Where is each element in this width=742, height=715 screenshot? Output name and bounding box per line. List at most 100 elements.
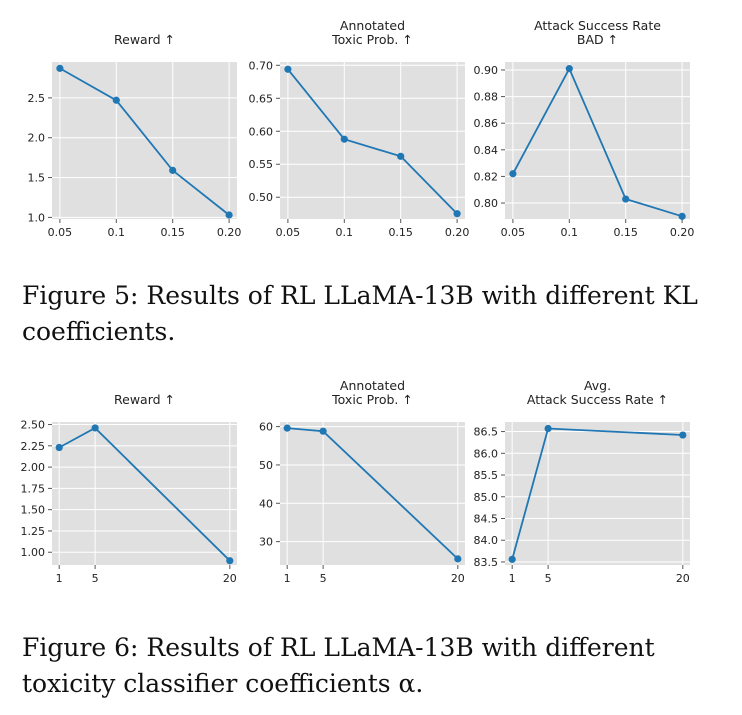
plot-area bbox=[52, 422, 237, 565]
x-tick-label: 5 bbox=[320, 572, 327, 585]
series-line bbox=[512, 66, 683, 218]
data-point bbox=[225, 211, 233, 219]
y-tick-label: 85.5 bbox=[474, 469, 499, 482]
figure-6-charts: 1 5 20 1.00 1.25 1.50 1.75 2.00 2.25 2.50 Reward ↑… bbox=[21, 380, 690, 585]
y-tick-label: 0.88 bbox=[474, 91, 499, 104]
caption-line: Figure 5: Results of RL LLaMA-13B with d… bbox=[22, 281, 698, 310]
y-tick-label: 50 bbox=[259, 459, 273, 472]
x-tick-label: 0.15 bbox=[388, 226, 413, 239]
data-point bbox=[565, 65, 573, 73]
y-tick-label: 0.70 bbox=[249, 59, 274, 72]
y-tick-label: 0.65 bbox=[249, 92, 274, 105]
plot-area bbox=[280, 62, 465, 219]
chart-panel: 1 5 20 1.00 1.25 1.50 1.75 2.00 2.25 2.50 Reward ↑ bbox=[21, 392, 237, 585]
y-tick-label: 86.0 bbox=[474, 447, 499, 460]
data-point bbox=[454, 555, 462, 563]
x-tick-label: 0.15 bbox=[613, 226, 638, 239]
x-tick-label: 0.1 bbox=[336, 226, 354, 239]
x-tick-label: 0.20 bbox=[445, 226, 470, 239]
data-point bbox=[453, 210, 461, 218]
y-tick-label: 0.50 bbox=[249, 191, 274, 204]
x-tick-label: 0.05 bbox=[501, 226, 526, 239]
caption-line: coefficients. bbox=[22, 317, 176, 346]
x-tick-label: 0.1 bbox=[561, 226, 579, 239]
x-tick-label: 1 bbox=[509, 572, 516, 585]
data-point bbox=[678, 212, 686, 220]
plot-area bbox=[280, 422, 465, 565]
data-point bbox=[91, 424, 99, 432]
data-point bbox=[340, 135, 348, 143]
y-tick-label: 0.82 bbox=[474, 170, 499, 183]
y-tick-label: 2.25 bbox=[21, 440, 46, 453]
data-point bbox=[226, 557, 234, 565]
y-tick-label: 84.5 bbox=[474, 512, 499, 525]
y-tick-label: 30 bbox=[259, 536, 273, 549]
x-tick-label: 0.1 bbox=[108, 226, 126, 239]
y-tick-label: 1.75 bbox=[21, 482, 46, 495]
y-tick-label: 0.90 bbox=[474, 64, 499, 77]
chart-title: Avg. bbox=[584, 380, 611, 393]
data-point bbox=[509, 170, 517, 178]
y-tick-label: 0.86 bbox=[474, 117, 499, 130]
series-line bbox=[287, 68, 458, 215]
y-tick-label: 60 bbox=[259, 421, 273, 434]
y-tick-label: 40 bbox=[259, 497, 273, 510]
x-tick-label: 0.20 bbox=[670, 226, 695, 239]
data-point bbox=[508, 555, 516, 563]
x-tick-label: 0.20 bbox=[217, 226, 242, 239]
chart-panel: 0.05 0.1 0.15 0.20 0.80 0.82 0.84 0.86 0.88 0.90 A… bbox=[474, 18, 695, 239]
x-tick-label: 1 bbox=[284, 572, 291, 585]
data-point bbox=[283, 424, 291, 432]
chart-panel: 0.05 0.1 0.15 0.20 1.0 1.5 2.0 2.5 Reward ↑ bbox=[28, 32, 242, 239]
y-tick-label: 86.5 bbox=[474, 426, 499, 439]
x-tick-label: 5 bbox=[92, 572, 99, 585]
data-point bbox=[679, 431, 687, 439]
y-tick-label: 1.0 bbox=[28, 211, 46, 224]
y-tick-label: 1.25 bbox=[21, 525, 46, 538]
chart-title: Toxic Prob. ↑ bbox=[331, 32, 413, 47]
data-point bbox=[169, 166, 177, 174]
figure-5-caption: Figure 5: Results of RL LLaMA-13B with d… bbox=[22, 278, 722, 350]
x-tick-label: 0.05 bbox=[48, 226, 73, 239]
data-point bbox=[112, 96, 120, 104]
chart-title: BAD ↑ bbox=[577, 32, 618, 47]
y-tick-label: 85.0 bbox=[474, 491, 499, 504]
y-tick-label: 0.84 bbox=[474, 144, 499, 157]
y-tick-label: 0.55 bbox=[249, 158, 274, 171]
chart-title: Reward ↑ bbox=[114, 392, 175, 407]
y-tick-label: 83.5 bbox=[474, 556, 499, 569]
y-tick-label: 1.5 bbox=[28, 172, 46, 185]
y-tick-label: 84.0 bbox=[474, 534, 499, 547]
y-tick-label: 2.50 bbox=[21, 419, 46, 432]
series-line bbox=[59, 67, 230, 216]
y-tick-label: 0.80 bbox=[474, 197, 499, 210]
chart-title: Toxic Prob. ↑ bbox=[331, 392, 413, 407]
y-tick-label: 1.50 bbox=[21, 504, 46, 517]
chart-title: Attack Success Rate bbox=[534, 18, 661, 33]
x-tick-label: 0.15 bbox=[160, 226, 185, 239]
x-tick-label: 20 bbox=[451, 572, 465, 585]
plot-area bbox=[505, 422, 690, 565]
data-point bbox=[56, 64, 64, 72]
data-point bbox=[622, 195, 630, 203]
y-tick-label: 2.5 bbox=[28, 92, 46, 105]
chart-title: Reward ↑ bbox=[114, 32, 175, 47]
plot-area bbox=[52, 62, 237, 219]
figure-6-caption: Figure 6: Results of RL LLaMA-13B with d… bbox=[22, 630, 722, 702]
x-tick-label: 5 bbox=[545, 572, 552, 585]
data-point bbox=[284, 65, 292, 73]
y-tick-label: 0.60 bbox=[249, 125, 274, 138]
x-tick-label: 1 bbox=[56, 572, 63, 585]
chart-title: Attack Success Rate ↑ bbox=[527, 392, 668, 407]
y-tick-label: 2.00 bbox=[21, 461, 46, 474]
plot-area bbox=[505, 62, 690, 219]
chart-title: Annotated bbox=[340, 18, 405, 33]
x-tick-label: 20 bbox=[223, 572, 237, 585]
caption-line: Figure 6: Results of RL LLaMA-13B with d… bbox=[22, 633, 655, 662]
chart-panel: 0.05 0.1 0.15 0.20 0.50 0.55 0.60 0.65 0.70 Annot… bbox=[249, 18, 470, 239]
data-point bbox=[55, 443, 63, 452]
chart-panel: 1 5 20 83.5 84.0 84.5 85.0 85.5 86.0 86.5 Avg.Atta… bbox=[474, 380, 690, 585]
y-tick-label: 1.00 bbox=[21, 546, 46, 559]
